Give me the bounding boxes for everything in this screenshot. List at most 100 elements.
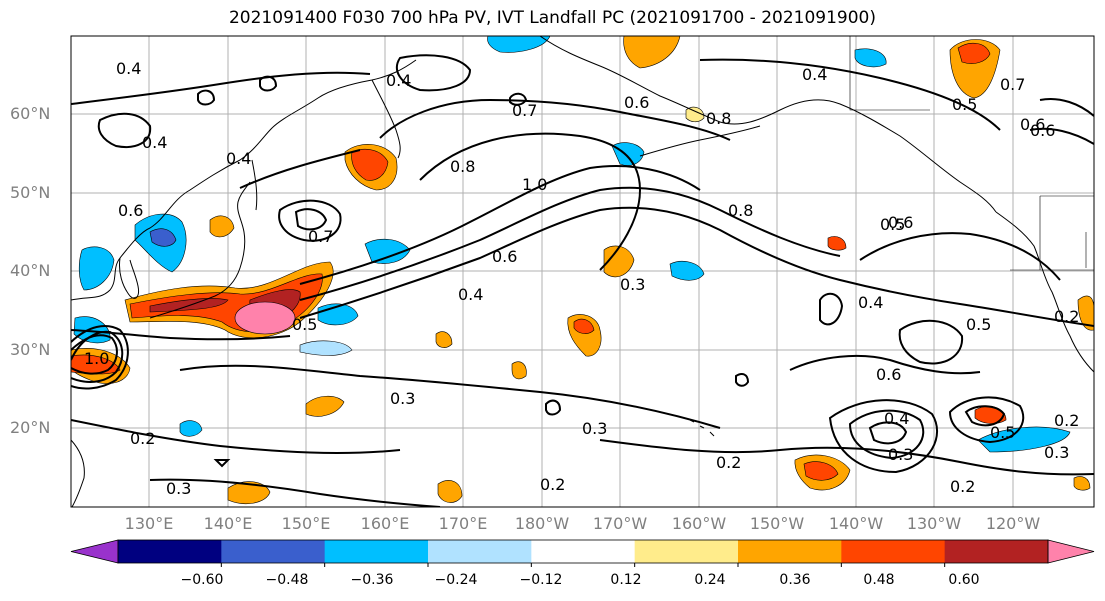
contour-label: 0.3 xyxy=(1044,443,1069,462)
contour-low-inner xyxy=(294,208,328,231)
shade-negative-sea-japan-2 xyxy=(149,228,177,247)
shade-pos-topcenter xyxy=(623,36,681,69)
contour-label: 0.4 xyxy=(116,59,141,78)
colorbar-tick-label: 0.60 xyxy=(948,572,980,588)
contour-label: 0.7 xyxy=(512,101,537,120)
coast-asia xyxy=(71,59,417,301)
shade-negative-top-right xyxy=(854,48,887,68)
map-title: 2021091400 F030 700 hPa PV, IVT Landfall… xyxy=(228,8,876,28)
contour-label: 0.2 xyxy=(130,429,155,448)
shade-pos-southeast-2 xyxy=(803,461,839,481)
lon-label: 160°E xyxy=(360,514,410,533)
shade-pos-small-5 xyxy=(827,236,847,251)
shade-negative-west xyxy=(78,246,115,291)
contour-north-2 xyxy=(239,149,361,189)
lon-label: 130°W xyxy=(906,514,962,533)
colorbar-tick-label: −0.60 xyxy=(180,572,224,588)
contour-label: 0.4 xyxy=(226,149,251,168)
contour-south-1 xyxy=(599,439,1094,476)
coast-aleutians xyxy=(639,125,761,157)
contour-label: 0.3 xyxy=(888,445,913,464)
contour-east-low-3 xyxy=(828,399,938,474)
contour-east-3 xyxy=(819,292,844,326)
shade-pos-central-2b xyxy=(573,318,595,334)
shade-negative-small-1 xyxy=(179,420,203,437)
lon-label: 170°E xyxy=(438,514,488,533)
contour-east-1 xyxy=(789,354,981,375)
contour-label: 1.0 xyxy=(522,175,547,194)
coast-philippines xyxy=(71,439,85,507)
shade-pos-south xyxy=(305,395,345,417)
contour-label: 0.7 xyxy=(1000,75,1025,94)
shade-pos-south-3 xyxy=(437,480,463,503)
contour-label: 0.6 xyxy=(1020,115,1045,134)
shade-pos-east-coast xyxy=(1077,295,1094,331)
shade-pos-topright-red xyxy=(957,42,991,64)
colorbar-extend-low xyxy=(70,539,119,564)
map-frame xyxy=(70,35,1095,508)
shade-negative-southeast xyxy=(977,426,1071,453)
contour-label: 0.4 xyxy=(858,293,883,312)
contour-label: 0.2 xyxy=(1054,307,1079,326)
colorbar-extend-high xyxy=(1047,539,1095,564)
contour-label: 0.2 xyxy=(1054,411,1079,430)
contour-label: 0.5 xyxy=(990,423,1015,442)
contour-mid-1 xyxy=(179,364,721,429)
coast-sakhalin xyxy=(251,159,258,211)
colorbar-tick-label: 0.36 xyxy=(779,572,811,588)
contour-lines xyxy=(71,54,1094,507)
contour-central-gyre xyxy=(419,132,642,271)
colorbar xyxy=(70,539,1095,567)
coast-kamchatka xyxy=(371,79,401,159)
contour-label: 0.5 xyxy=(880,215,905,234)
colorbar-tick-label: −0.36 xyxy=(350,572,394,588)
shade-pos-central-1 xyxy=(603,245,635,278)
contour-east-low-2 xyxy=(868,421,908,445)
contour-small-1 xyxy=(197,89,216,106)
colorbar-tick-label: 0.12 xyxy=(610,572,642,588)
lat-label: 60°N xyxy=(10,104,51,123)
coastlines xyxy=(71,36,1094,507)
colorbar-segment xyxy=(428,540,532,563)
colorbar-segment xyxy=(634,540,739,563)
lon-label: 180°W xyxy=(514,514,570,533)
contour-label: 0.5 xyxy=(292,315,317,334)
lat-label: 20°N xyxy=(10,418,51,437)
shade-negative-mid-3 xyxy=(299,340,353,356)
contour-small-3 xyxy=(545,399,562,416)
contour-label: 0.3 xyxy=(166,479,191,498)
colorbar-segment xyxy=(531,540,636,563)
colorbar-tick-label: −0.12 xyxy=(519,572,563,588)
colorbar-segment xyxy=(221,540,326,563)
shade-pos-small-1 xyxy=(209,215,235,238)
contour-label: 0.4 xyxy=(386,71,411,90)
contour-small-5 xyxy=(509,92,528,106)
colorbar-tick-label: −0.48 xyxy=(265,572,309,588)
coast-alaska xyxy=(539,36,997,213)
contour-north-3 xyxy=(71,71,371,105)
gridlines xyxy=(71,36,1094,507)
contour-label: 0.4 xyxy=(142,133,167,152)
contour-jet-1 xyxy=(299,206,1094,327)
shade-negative-west-2 xyxy=(73,316,111,344)
map-area: 0.4 0.4 0.4 0.7 0.6 0.8 0.5 0.7 0.6 0.4 … xyxy=(71,36,1094,507)
colorbar-frame xyxy=(117,539,1049,564)
contour-north-4 xyxy=(395,54,472,92)
lon-label: 170°W xyxy=(592,514,648,533)
colorbar-segment xyxy=(324,540,429,563)
contour-label: 0.4 xyxy=(802,65,827,84)
contour-small-4 xyxy=(735,373,750,387)
contour-label: 0.2 xyxy=(950,477,975,496)
shade-kuroshio-max xyxy=(234,301,296,335)
contour-east-2 xyxy=(859,232,1061,281)
colorbar-tick-label: 0.24 xyxy=(694,572,726,588)
contour-label: 0.7 xyxy=(308,227,333,246)
contour-north-5 xyxy=(699,58,1001,131)
contour-label: 0.6 xyxy=(888,213,913,232)
contour-label: 0.2 xyxy=(716,453,741,472)
contour-label: 0.2 xyxy=(540,475,565,494)
shade-kamchatka-red xyxy=(351,149,389,181)
contour-label: 0.3 xyxy=(620,275,645,294)
contour-label: 0.3 xyxy=(390,389,415,408)
contour-jet-3 xyxy=(299,165,701,285)
